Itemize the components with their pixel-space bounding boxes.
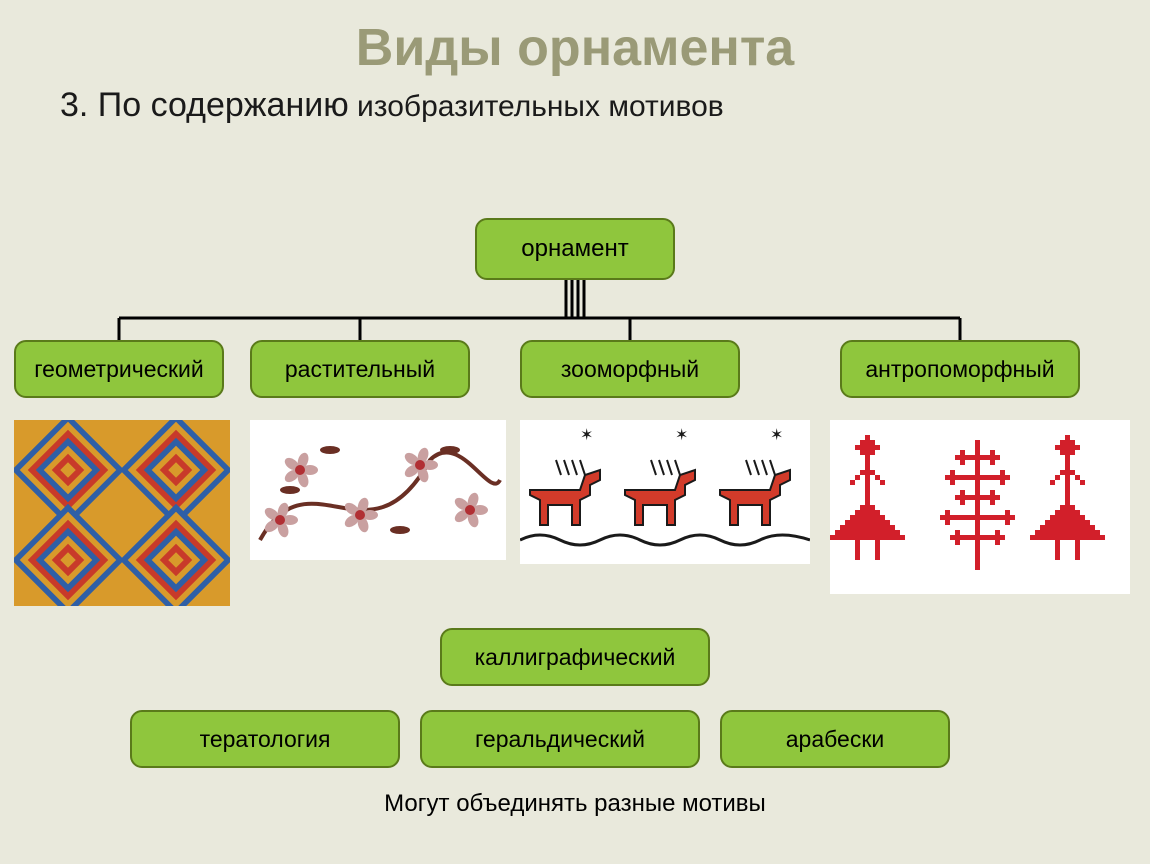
subtitle-tail: изобразительных мотивов [349, 90, 724, 123]
slide-subtitle: 3. По содержанию изобразительных мотивов [0, 78, 1150, 125]
svg-text:✶: ✶ [675, 427, 688, 444]
thumb-zoomorphic: ✶ ✶ ✶ [520, 420, 810, 564]
svg-text:✶: ✶ [770, 427, 783, 444]
floral-pattern-icon [250, 420, 506, 560]
node-callig: каллиграфический [440, 628, 710, 686]
subtitle-prefix: 3. По содержанию [60, 86, 349, 124]
node-anthro: антропоморфный [840, 340, 1080, 398]
node-geo-label: геометрический [34, 356, 204, 383]
slide-title: Виды орнамента [0, 0, 1150, 78]
node-herald: геральдический [420, 710, 700, 768]
node-plant-label: растительный [285, 356, 435, 383]
node-terat: тератология [130, 710, 400, 768]
node-arab-label: арабески [786, 726, 885, 753]
human-pattern-icon [830, 420, 1130, 594]
slide: Виды орнамента 3. По содержанию изобрази… [0, 0, 1150, 864]
node-geo: геометрический [14, 340, 224, 398]
node-herald-label: геральдический [475, 726, 645, 753]
node-root-label: орнамент [521, 235, 628, 263]
node-callig-label: каллиграфический [475, 644, 676, 671]
animal-pattern-icon: ✶ ✶ ✶ [520, 420, 810, 564]
footer-note: Могут объединять разные мотивы [0, 790, 1150, 818]
node-root: орнамент [475, 218, 675, 280]
node-terat-label: тератология [200, 726, 331, 753]
thumb-anthro [830, 420, 1130, 594]
thumb-plant [250, 420, 506, 560]
svg-text:✶: ✶ [580, 427, 593, 444]
node-zoo-label: зооморфный [561, 356, 699, 383]
thumb-geometric [14, 420, 230, 606]
node-arab: арабески [720, 710, 950, 768]
node-anthro-label: антропоморфный [865, 356, 1054, 383]
geometric-pattern-icon [14, 420, 230, 606]
node-zoo: зооморфный [520, 340, 740, 398]
node-plant: растительный [250, 340, 470, 398]
